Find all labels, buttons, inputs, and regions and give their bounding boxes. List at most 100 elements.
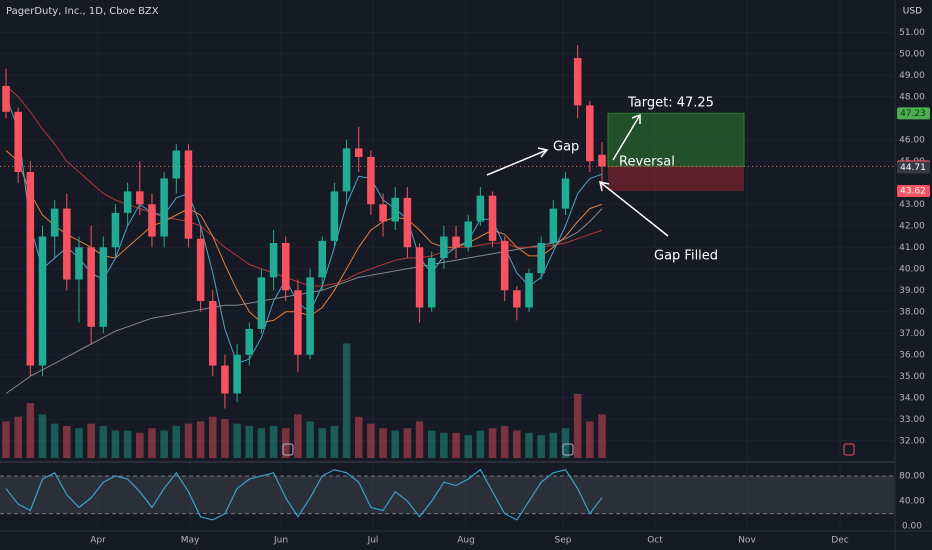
stop-zone xyxy=(608,166,744,191)
candle-body xyxy=(549,208,558,243)
arrow xyxy=(612,113,641,161)
arrow xyxy=(486,147,549,176)
y-tick-label: 48.00 xyxy=(899,92,925,102)
candle-body xyxy=(63,208,71,280)
y-tick-label: 33.00 xyxy=(899,415,925,425)
volume-bar xyxy=(598,414,606,458)
candle-body xyxy=(306,277,314,355)
annotation: Gap Filled xyxy=(654,249,718,264)
candle-body xyxy=(209,301,217,366)
volume-bar xyxy=(160,430,168,458)
candle-body xyxy=(561,178,570,209)
volume-bar xyxy=(63,425,71,458)
candle-body xyxy=(598,154,606,167)
annotation: Target: 47.25 xyxy=(627,96,714,111)
volume-bar xyxy=(75,428,83,458)
candle-body xyxy=(26,172,35,366)
candle-body xyxy=(500,240,509,291)
position-box xyxy=(0,112,895,191)
volume-bar xyxy=(233,423,241,458)
candle-body xyxy=(525,273,533,308)
candle-body xyxy=(488,195,497,241)
candle-body xyxy=(354,148,363,157)
y-tick-label: 50.00 xyxy=(899,49,925,59)
candle-body xyxy=(221,365,229,394)
candle-body xyxy=(87,247,95,327)
volume-bar xyxy=(500,425,509,458)
y-tick-label: 51.00 xyxy=(899,28,925,38)
volume-bar xyxy=(87,423,95,458)
y-tick-label: 43.00 xyxy=(899,200,925,210)
volume-bar xyxy=(330,425,339,458)
price-badge-label: 43.62 xyxy=(900,186,926,196)
volume-bar xyxy=(379,428,387,458)
volume-bar xyxy=(427,430,436,458)
candle-body xyxy=(476,195,485,222)
oscillator-band xyxy=(0,475,895,514)
candle-body xyxy=(281,242,290,291)
candle-body xyxy=(38,236,47,366)
earnings-icon xyxy=(562,443,574,456)
volume-bar xyxy=(403,428,412,458)
volume-bar xyxy=(573,393,582,458)
volume-bar xyxy=(123,430,132,458)
candles xyxy=(2,45,606,409)
candle-body xyxy=(172,150,181,179)
candle-body xyxy=(160,178,168,237)
volume-bar xyxy=(257,428,266,458)
price-badge xyxy=(897,184,930,197)
candle-body xyxy=(415,247,424,308)
candle-body xyxy=(464,221,472,248)
candle-body xyxy=(75,247,83,280)
y-tick-label: 36.00 xyxy=(899,350,925,360)
candle-body xyxy=(342,148,351,192)
oscillator xyxy=(0,468,895,521)
candle-body xyxy=(233,354,241,394)
candle-body xyxy=(537,242,545,274)
volume-bar xyxy=(38,414,47,458)
x-tick-label: Nov xyxy=(738,536,756,546)
x-tick-label: Sep xyxy=(555,536,572,546)
x-tick-label: Dec xyxy=(831,536,848,546)
x-tick-label: Jun xyxy=(273,536,288,546)
y-tick-label: 39.00 xyxy=(899,286,925,296)
candle-body xyxy=(136,191,144,205)
candle-body xyxy=(513,290,521,308)
volume-bar xyxy=(172,425,181,458)
volume-bar xyxy=(415,421,424,458)
chart-title: PagerDuty, Inc., 1D, Cboe BZX xyxy=(6,6,159,17)
volume-bar xyxy=(342,343,351,458)
volume xyxy=(2,343,606,458)
candle-body xyxy=(148,204,156,237)
volume-bar xyxy=(111,430,120,458)
y-tick-label: 41.00 xyxy=(899,243,925,253)
volume-bar xyxy=(209,416,217,458)
volume-bar xyxy=(318,428,327,458)
y-tick-label: 32.00 xyxy=(899,436,925,446)
target-zone xyxy=(607,112,745,167)
volume-bar xyxy=(281,428,290,458)
candle-body xyxy=(330,191,339,241)
earnings-icon xyxy=(282,443,294,456)
price-badge xyxy=(897,107,930,120)
volume-bar xyxy=(136,432,144,458)
earnings-icon xyxy=(843,443,855,456)
volume-bar xyxy=(306,421,314,458)
price-badge xyxy=(897,161,930,174)
x-tick-label: Oct xyxy=(647,536,663,546)
volume-bar xyxy=(367,423,375,458)
y-tick-label: 37.00 xyxy=(899,329,925,339)
candle-body xyxy=(367,156,375,205)
candle-body xyxy=(573,58,582,106)
y-tick-label: 46.00 xyxy=(899,135,925,145)
osc-tick-label: 40.00 xyxy=(899,497,925,507)
candle-body xyxy=(294,290,302,355)
candle-body xyxy=(196,238,205,302)
volume-bar xyxy=(26,403,35,458)
annotation: Gap xyxy=(553,140,579,155)
volume-bar xyxy=(196,421,205,458)
osc-tick-label: 0.00 xyxy=(902,522,922,532)
candle-body xyxy=(427,258,436,308)
oscillator-line xyxy=(5,468,603,521)
price-badge-label: 44.71 xyxy=(900,163,926,173)
